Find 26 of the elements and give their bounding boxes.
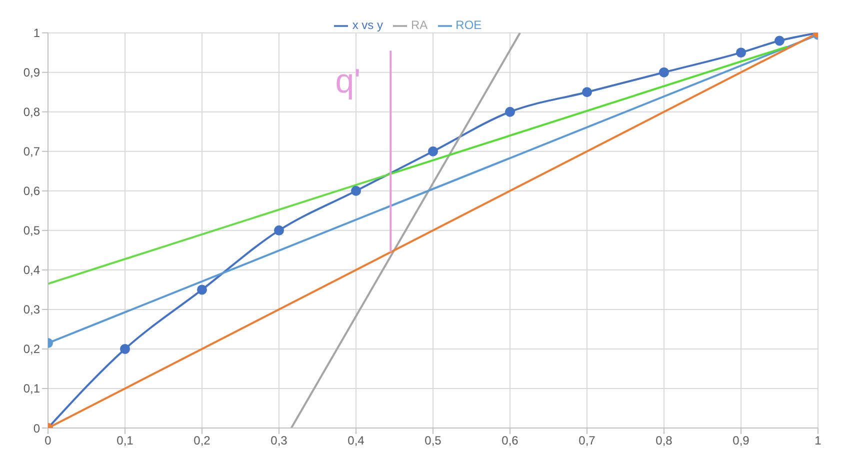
x-tick-label: 0,3	[270, 434, 288, 448]
y-tick-label: 0,3	[23, 302, 40, 317]
y-tick-label: 0,9	[23, 66, 40, 80]
x-tick-label: 1	[814, 434, 822, 448]
legend-label: RA	[410, 18, 428, 32]
x-tick-label: 0,8	[656, 434, 673, 448]
y-tick-label: 1	[33, 26, 40, 40]
y-tick-label: 0,1	[23, 382, 40, 396]
y-tick-label: 0,2	[23, 342, 40, 356]
y-tick-label: 0,6	[23, 184, 40, 198]
y-tick-label: 0,4	[23, 263, 40, 278]
x-tick-label: 0,5	[424, 434, 442, 448]
y-tick-label: 0,5	[23, 224, 40, 238]
y-tick-label: 0,8	[23, 105, 40, 120]
legend-label: ROE	[456, 18, 482, 32]
y-tick-label: 0,7	[23, 144, 40, 159]
x-tick-label: 0,1	[116, 434, 134, 448]
x-tick-label: 0	[44, 434, 52, 448]
x-tick-label: 0,2	[194, 434, 211, 448]
x-tick-label: 0,9	[732, 434, 750, 448]
x-tick-label: 0,7	[578, 434, 596, 448]
annotation: q'	[335, 62, 361, 100]
x-tick-label: 0,4	[348, 434, 365, 448]
y-tick-label: 0	[33, 421, 40, 436]
legend-label: x vs y	[352, 18, 383, 32]
x-tick-label: 0,6	[502, 434, 519, 448]
